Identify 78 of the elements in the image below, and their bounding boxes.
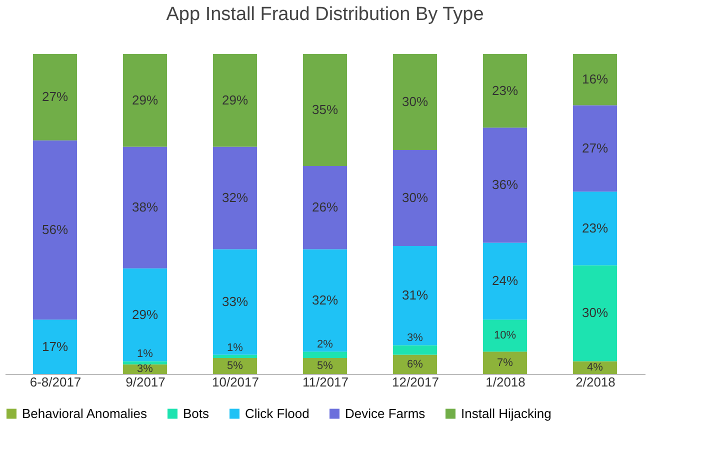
data-label: 6% [407, 358, 424, 370]
data-label: 32% [222, 190, 248, 205]
data-label: 31% [402, 288, 428, 303]
chart-title: App Install Fraud Distribution By Type [166, 4, 484, 25]
data-label: 29% [132, 92, 158, 108]
bar [33, 320, 77, 374]
bar [213, 354, 257, 358]
data-label: 1% [137, 348, 154, 360]
data-label: 17% [42, 338, 68, 354]
bar [123, 361, 167, 364]
bar [573, 361, 617, 374]
bar [123, 268, 167, 362]
data-label: 35% [312, 102, 338, 117]
x-tick-label: 10/2017 [212, 374, 259, 390]
bar [213, 249, 257, 355]
data-label: 29% [222, 92, 248, 108]
bar [123, 146, 167, 268]
data-label: 16% [582, 72, 608, 87]
data-label: 24% [492, 273, 518, 288]
bar [573, 265, 617, 362]
data-label: 27% [42, 89, 68, 104]
bar [393, 345, 437, 355]
data-label: 27% [582, 140, 608, 156]
bar [483, 352, 527, 374]
x-tick-label: 12/2017 [392, 374, 439, 390]
x-tick-label: 9/2017 [126, 374, 166, 390]
bar [33, 140, 77, 320]
data-label: 5% [317, 360, 334, 372]
data-label: 10% [494, 330, 516, 342]
data-label: 26% [312, 200, 338, 215]
bar [303, 54, 347, 166]
legend-label: Device Farms [345, 406, 426, 421]
data-label: 23% [582, 220, 608, 236]
bar [123, 54, 167, 147]
bar [213, 54, 257, 147]
data-label: 5% [227, 360, 244, 372]
data-label: 32% [312, 292, 338, 308]
data-label: 30% [402, 190, 428, 205]
bar [303, 166, 347, 250]
data-label: 7% [497, 356, 514, 369]
x-tick-label: 11/2017 [302, 374, 349, 390]
data-label: 30% [582, 305, 608, 320]
bar [573, 105, 617, 192]
bar [483, 54, 527, 128]
legend-label: Install Hijacking [461, 406, 552, 421]
bar [213, 146, 257, 250]
bar [303, 249, 347, 352]
bar [573, 54, 617, 106]
data-label: 29% [132, 306, 158, 322]
bar [303, 358, 347, 374]
data-label: 4% [587, 362, 604, 374]
bar [393, 354, 437, 374]
bar [483, 242, 527, 320]
data-label: 23% [492, 82, 518, 98]
data-label: 1% [227, 342, 244, 354]
x-tick-label: 2/2018 [576, 374, 616, 390]
data-label: 3% [407, 332, 424, 344]
x-tick-label: 1/2018 [486, 374, 526, 390]
data-label: 30% [402, 94, 428, 109]
data-label: 56% [42, 222, 68, 237]
bar [483, 128, 527, 243]
bar [573, 192, 617, 266]
legend-label: Behavioral Anomalies [22, 406, 148, 421]
data-label: 33% [222, 294, 248, 309]
bar [393, 246, 437, 346]
bar [393, 54, 437, 150]
x-tick-label: 6-8/2017 [30, 374, 82, 390]
legend-label: Click Flood [245, 406, 310, 421]
bar [483, 320, 527, 352]
bar [33, 54, 77, 140]
bar [393, 150, 437, 246]
data-label: 36% [492, 177, 518, 192]
data-label: 2% [317, 338, 334, 351]
bar [213, 358, 257, 374]
data-label: 3% [137, 363, 154, 376]
data-label: 38% [132, 200, 158, 215]
legend-label: Bots [183, 406, 210, 421]
bar [303, 352, 347, 358]
